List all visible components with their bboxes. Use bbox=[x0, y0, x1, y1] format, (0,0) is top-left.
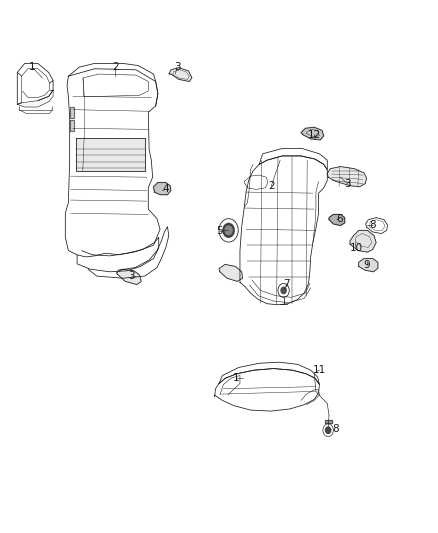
Text: 6: 6 bbox=[336, 214, 343, 224]
Circle shape bbox=[223, 223, 235, 238]
Polygon shape bbox=[350, 230, 376, 252]
Polygon shape bbox=[359, 259, 378, 272]
Text: 11: 11 bbox=[313, 365, 326, 375]
Polygon shape bbox=[301, 127, 324, 140]
Text: 10: 10 bbox=[350, 243, 363, 253]
Text: 2: 2 bbox=[112, 62, 118, 72]
Text: 8: 8 bbox=[369, 220, 376, 230]
Polygon shape bbox=[219, 264, 243, 281]
Polygon shape bbox=[169, 68, 192, 82]
Text: 3: 3 bbox=[345, 179, 351, 189]
Text: 5: 5 bbox=[216, 227, 223, 237]
Text: 8: 8 bbox=[333, 424, 339, 434]
Circle shape bbox=[281, 287, 286, 294]
Text: 2: 2 bbox=[268, 181, 275, 191]
Text: 9: 9 bbox=[363, 260, 370, 270]
Polygon shape bbox=[117, 269, 141, 285]
Polygon shape bbox=[70, 120, 74, 131]
Text: 12: 12 bbox=[307, 130, 321, 140]
Text: 1: 1 bbox=[29, 62, 35, 72]
Text: 3: 3 bbox=[174, 62, 180, 72]
Circle shape bbox=[325, 427, 331, 433]
Polygon shape bbox=[153, 182, 171, 195]
Text: 1: 1 bbox=[233, 373, 240, 383]
Polygon shape bbox=[325, 419, 332, 423]
Text: 7: 7 bbox=[283, 279, 290, 289]
Polygon shape bbox=[327, 166, 367, 187]
Polygon shape bbox=[329, 214, 345, 225]
Text: 4: 4 bbox=[162, 184, 169, 195]
Polygon shape bbox=[70, 107, 74, 118]
Polygon shape bbox=[76, 138, 145, 171]
Text: 3: 3 bbox=[128, 271, 135, 281]
Circle shape bbox=[225, 226, 232, 235]
Polygon shape bbox=[17, 90, 53, 107]
